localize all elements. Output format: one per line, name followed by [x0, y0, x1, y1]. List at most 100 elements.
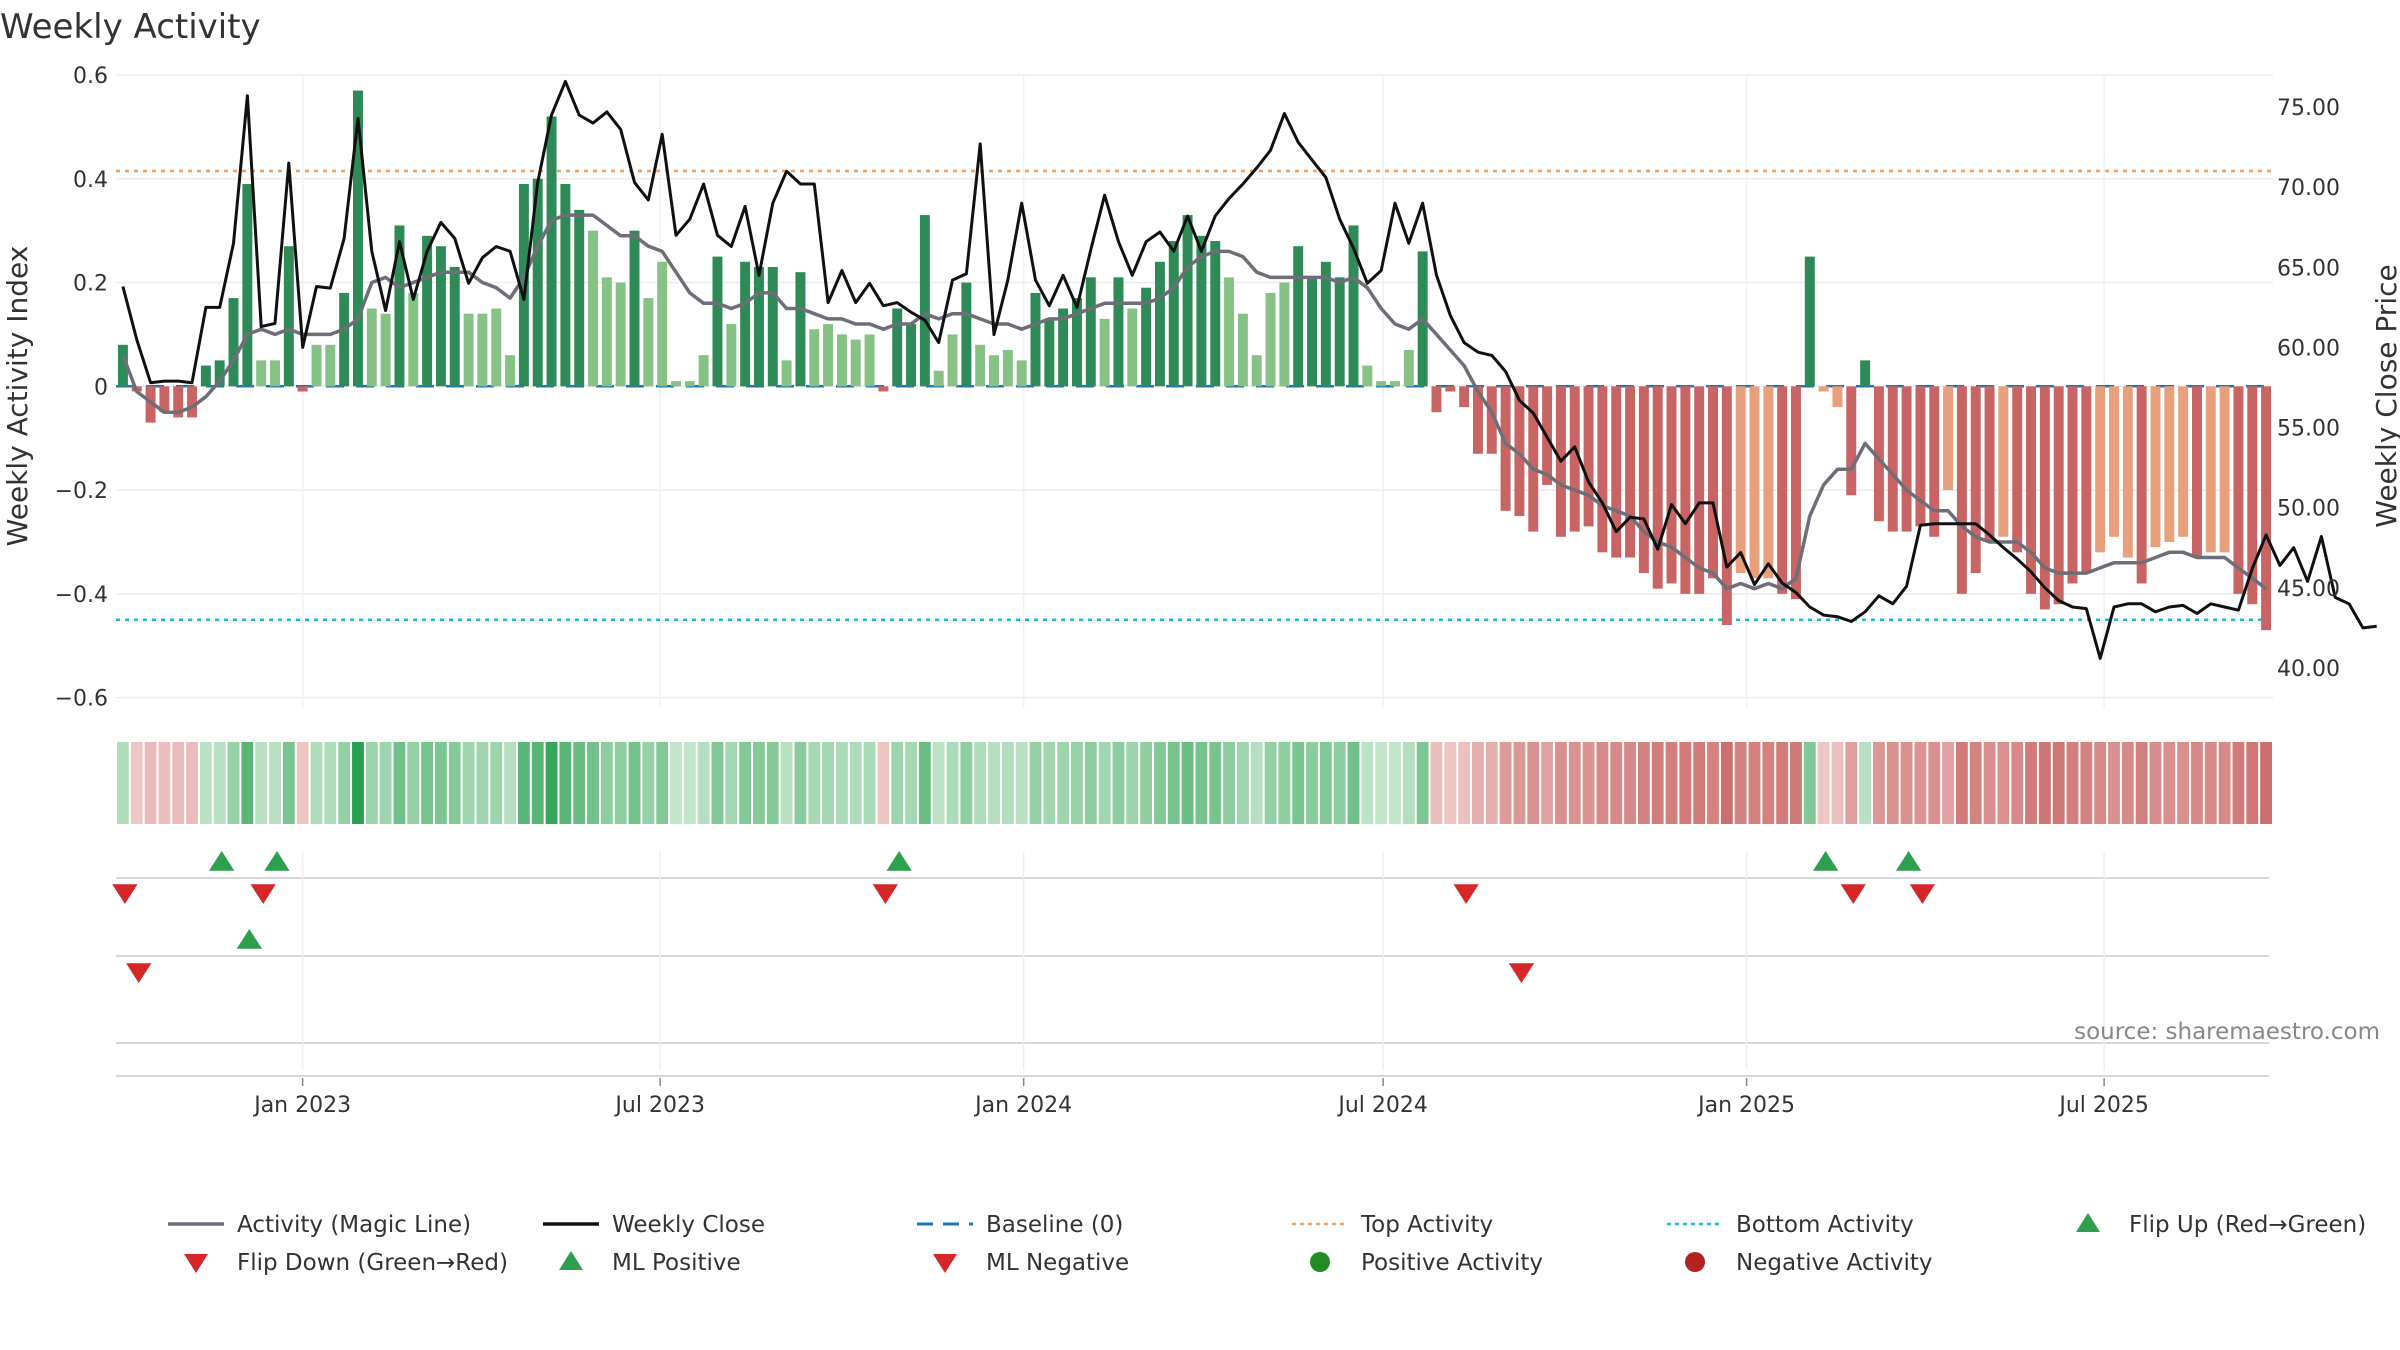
- activity-bar: [1210, 241, 1221, 387]
- activity-bar: [1279, 282, 1290, 387]
- strip-cell: [269, 742, 281, 824]
- activity-bar: [850, 339, 861, 387]
- activity-bar: [1500, 386, 1511, 511]
- activity-bar: [1569, 386, 1580, 532]
- activity-bar: [588, 230, 599, 387]
- activity-bar: [1044, 318, 1055, 387]
- flip-up-marker: [886, 851, 912, 871]
- strip-cell: [1651, 742, 1664, 824]
- strip-cell: [1997, 742, 2010, 824]
- activity-bar: [422, 235, 433, 387]
- activity-bar: [1196, 235, 1207, 387]
- strip-cell: [1319, 742, 1332, 824]
- activity-bar: [975, 344, 986, 387]
- strip-cell: [1015, 742, 1028, 824]
- activity-bar: [1085, 277, 1096, 387]
- strip-cell: [1527, 742, 1540, 824]
- activity-bar: [1251, 355, 1262, 387]
- strip-cell: [393, 742, 406, 824]
- strip-cell: [2025, 742, 2037, 824]
- activity-bar: [270, 360, 280, 387]
- activity-bar: [1099, 318, 1110, 387]
- activity-bar: [906, 324, 917, 387]
- activity-bar: [1071, 298, 1082, 387]
- legend-triangle-up-swatch: [559, 1251, 583, 1270]
- strip-cell: [587, 742, 599, 824]
- activity-bar: [1390, 381, 1400, 387]
- activity-bar: [1735, 386, 1746, 574]
- strip-cell: [1181, 742, 1194, 824]
- right-tick-label: 75.00: [2277, 96, 2340, 121]
- activity-bar: [1846, 386, 1857, 496]
- flip-up-marker: [1813, 851, 1839, 871]
- strip-cell: [1928, 742, 1941, 824]
- legend-item: Flip Down (Green→Red): [184, 1250, 508, 1276]
- activity-bar: [214, 360, 225, 387]
- activity-bar: [449, 266, 460, 387]
- activity-bar: [1459, 386, 1470, 408]
- strip-cell: [573, 742, 586, 824]
- strip-cell: [808, 742, 821, 824]
- activity-bar: [2012, 386, 2023, 553]
- activity-bar: [1832, 386, 1843, 408]
- strip-cell: [1402, 742, 1415, 824]
- strip-cell: [1154, 742, 1166, 824]
- strip-cell: [1513, 742, 1526, 824]
- activity-bar: [1141, 287, 1152, 387]
- strip-cell: [1762, 742, 1775, 824]
- strip-cell: [282, 742, 295, 824]
- strip-cell: [1693, 742, 1706, 824]
- legend-circle-swatch: [1310, 1252, 1330, 1272]
- activity-bar: [1154, 261, 1165, 387]
- strip-cell: [1596, 742, 1609, 824]
- ml-negative-marker: [126, 963, 152, 983]
- activity-bar: [2261, 386, 2272, 631]
- left-y-axis-label: Weekly Activity Index: [1, 246, 34, 547]
- activity-bar: [1168, 241, 1179, 387]
- activity-bar: [1929, 386, 1940, 537]
- activity-bar: [339, 292, 350, 387]
- strip-cell: [877, 742, 890, 824]
- activity-bar: [117, 344, 128, 387]
- activity-bar: [2109, 386, 2119, 537]
- strip-cell: [600, 742, 613, 824]
- strip-cell: [158, 742, 171, 824]
- activity-bar: [2164, 386, 2175, 542]
- left-tick-label: 0.2: [73, 272, 108, 297]
- strip-cell: [725, 742, 738, 824]
- strip-cell: [1001, 742, 1014, 824]
- strip-cell: [960, 742, 973, 824]
- strip-cell: [1983, 742, 1996, 824]
- activity-bar: [1307, 277, 1318, 387]
- strip-cell: [2149, 742, 2162, 824]
- strip-cell: [490, 742, 503, 824]
- legend-item: Weekly Close: [543, 1212, 765, 1238]
- strip-cell: [1734, 742, 1747, 824]
- strip-cell: [338, 742, 351, 824]
- strip-cell: [241, 742, 254, 824]
- legend-triangle-down-swatch: [184, 1254, 208, 1273]
- strip-cell: [932, 742, 945, 824]
- legend-label: Bottom Activity: [1736, 1212, 1914, 1238]
- activity-bar: [2122, 386, 2133, 558]
- strip-cell: [1057, 742, 1070, 824]
- strip-cell: [2121, 742, 2134, 824]
- activity-bar: [629, 230, 640, 387]
- legend-label: Activity (Magic Line): [237, 1212, 471, 1238]
- strip-cell: [2080, 742, 2093, 824]
- activity-bar: [366, 308, 377, 387]
- legend-label: Positive Activity: [1361, 1250, 1543, 1276]
- strip-cell: [545, 742, 558, 824]
- legend-item: Positive Activity: [1310, 1250, 1543, 1276]
- strip-cell: [1444, 742, 1457, 824]
- activity-bar: [505, 355, 516, 387]
- activity-bar: [989, 355, 999, 387]
- legend-label: Flip Up (Red→Green): [2129, 1212, 2366, 1238]
- strip-cell: [1541, 742, 1553, 824]
- strip-cell: [435, 742, 447, 824]
- strip-cell: [905, 742, 917, 824]
- activity-bar: [601, 277, 612, 387]
- strip-cell: [766, 742, 779, 824]
- strip-cell: [1900, 742, 1913, 824]
- activity-bar: [1431, 386, 1442, 413]
